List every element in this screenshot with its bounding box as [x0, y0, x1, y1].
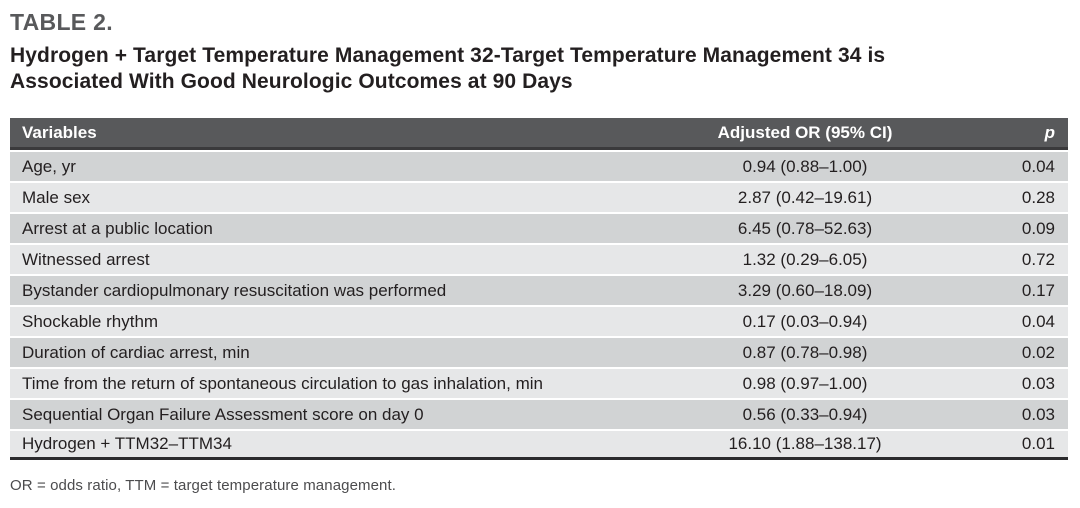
results-table: Variables Adjusted OR (95% CI) p Age, yr…	[10, 116, 1068, 462]
variable-cell: Sequential Organ Failure Assessment scor…	[10, 400, 703, 429]
or-ci-cell: 3.29 (0.60–18.09)	[703, 276, 907, 305]
table-title-line2: Associated With Good Neurologic Outcomes…	[10, 70, 573, 93]
table-label: TABLE 2.	[10, 9, 113, 35]
table-row: Arrest at a public location 6.45 (0.78–5…	[10, 214, 1068, 243]
p-value-cell: 0.01	[907, 431, 1068, 460]
p-value-cell: 0.04	[907, 152, 1068, 181]
p-value-cell: 0.17	[907, 276, 1068, 305]
variable-cell: Arrest at a public location	[10, 214, 703, 243]
variable-cell: Duration of cardiac arrest, min	[10, 338, 703, 367]
table-row: Male sex 2.87 (0.42–19.61) 0.28	[10, 183, 1068, 212]
p-value-cell: 0.02	[907, 338, 1068, 367]
table-row: Sequential Organ Failure Assessment scor…	[10, 400, 1068, 429]
p-value-cell: 0.03	[907, 369, 1068, 398]
table-header: Variables Adjusted OR (95% CI) p	[10, 118, 1068, 150]
p-value-cell: 0.03	[907, 400, 1068, 429]
column-header-adjusted-or: Adjusted OR (95% CI)	[703, 118, 907, 150]
header-row: Variables Adjusted OR (95% CI) p	[10, 118, 1068, 150]
or-ci-cell: 0.87 (0.78–0.98)	[703, 338, 907, 367]
p-value-cell: 0.04	[907, 307, 1068, 336]
or-ci-cell: 0.94 (0.88–1.00)	[703, 152, 907, 181]
table-row: Witnessed arrest 1.32 (0.29–6.05) 0.72	[10, 245, 1068, 274]
p-value-cell: 0.09	[907, 214, 1068, 243]
table-row: Duration of cardiac arrest, min 0.87 (0.…	[10, 338, 1068, 367]
p-value-cell: 0.72	[907, 245, 1068, 274]
or-ci-cell: 2.87 (0.42–19.61)	[703, 183, 907, 212]
or-ci-cell: 0.17 (0.03–0.94)	[703, 307, 907, 336]
or-ci-cell: 0.98 (0.97–1.00)	[703, 369, 907, 398]
variable-cell: Witnessed arrest	[10, 245, 703, 274]
table-row: Bystander cardiopulmonary resuscitation …	[10, 276, 1068, 305]
table-footnote: OR = odds ratio, TTM = target temperatur…	[10, 477, 397, 494]
or-ci-cell: 1.32 (0.29–6.05)	[703, 245, 907, 274]
table-row: Shockable rhythm 0.17 (0.03–0.94) 0.04	[10, 307, 1068, 336]
table-body: Age, yr 0.94 (0.88–1.00) 0.04 Male sex 2…	[10, 152, 1068, 460]
variable-cell: Age, yr	[10, 152, 703, 181]
table-row: Age, yr 0.94 (0.88–1.00) 0.04	[10, 152, 1068, 181]
variable-cell: Time from the return of spontaneous circ…	[10, 369, 703, 398]
table-row: Time from the return of spontaneous circ…	[10, 369, 1068, 398]
column-header-p-value: p	[907, 118, 1068, 150]
table-row: Hydrogen + TTM32–TTM34 16.10 (1.88–138.1…	[10, 431, 1068, 460]
variable-cell: Bystander cardiopulmonary resuscitation …	[10, 276, 703, 305]
or-ci-cell: 0.56 (0.33–0.94)	[703, 400, 907, 429]
paper-table-figure: TABLE 2. Hydrogen + Target Temperature M…	[10, 9, 1072, 494]
column-header-variables: Variables	[10, 118, 703, 150]
or-ci-cell: 6.45 (0.78–52.63)	[703, 214, 907, 243]
variable-cell: Shockable rhythm	[10, 307, 703, 336]
variable-cell: Hydrogen + TTM32–TTM34	[10, 431, 703, 460]
p-value-cell: 0.28	[907, 183, 1068, 212]
variable-cell: Male sex	[10, 183, 703, 212]
table-title-line1: Hydrogen + Target Temperature Management…	[10, 44, 886, 67]
or-ci-cell: 16.10 (1.88–138.17)	[703, 431, 907, 460]
table-title: Hydrogen + Target Temperature Management…	[10, 43, 1072, 95]
